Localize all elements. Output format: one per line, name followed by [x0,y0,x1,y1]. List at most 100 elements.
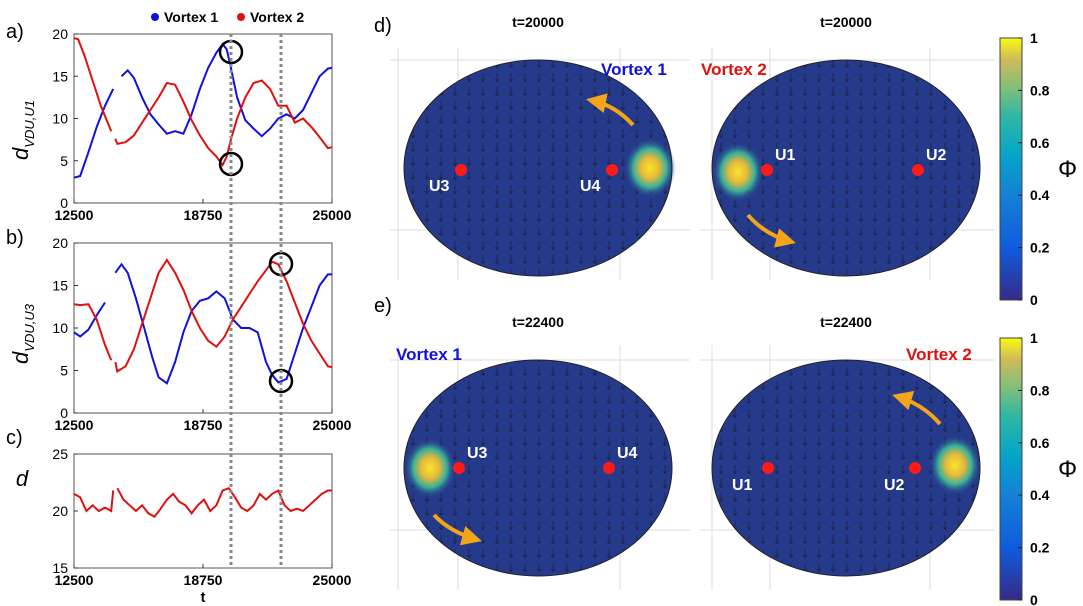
rotation-arrow [586,93,635,127]
legend-marker-vortex2 [237,13,245,21]
series-line [73,490,115,513]
vortex-hotspot [712,142,764,202]
y-tick-label: 20 [52,235,68,251]
y-tick-label: 10 [52,320,68,336]
y-tick-label: 15 [52,68,68,84]
vortex-label-left: Vortex 1 [601,60,667,79]
colorbar-tick-label: 0.6 [1030,435,1050,451]
colorbar-tick-label: 0.2 [1030,540,1050,556]
colorbar-tick-label: 0.8 [1030,382,1050,398]
vortex-hotspot [624,138,676,198]
x-tick-label: 12500 [55,572,94,588]
panel-e-tag: e) [374,295,392,317]
panel-b: b) dVDU,U3 0 5 10 15 20 12500 18750 25000 [6,227,352,433]
colorbar: 1 0.8 0.6 0.4 0.2 0 Φ [999,30,1077,308]
series-line [114,258,333,373]
panel-c-xlabel: t [201,589,206,606]
plot-frame [73,242,333,414]
colorbar-tick-label: 1 [1030,30,1038,46]
unit-marker [606,164,618,176]
panel-a-tag: a) [6,21,24,43]
colorbar-tick-label: 0 [1030,592,1038,606]
rotation-arrow [746,213,796,248]
unit-marker [761,164,773,176]
colorbar-tick-label: 0.4 [1030,487,1050,503]
series-line [73,88,115,179]
plot-b: 0 5 10 15 20 12500 18750 25000 [52,235,351,433]
panel-d: d) t=20000 t=20000 Vortex 1 Vortex 2 U3 [374,14,995,280]
x-tick-label: 25000 [313,207,352,223]
series-line [114,262,332,385]
unit-label: U1 [775,147,796,164]
flow-field-ellipse [711,359,981,577]
panel-d-right-title: t=20000 [820,14,872,30]
series-line [120,42,333,138]
vortex-hotspot [404,438,456,498]
y-tick-label: 25 [52,446,68,462]
unit-marker [912,164,924,176]
panel-c-ylabel: d [16,466,29,491]
legend-label-vortex2: Vortex 2 [250,9,304,25]
rotation-arrow [892,390,942,426]
vortex-hotspot [929,435,981,495]
y-tick-label: 20 [52,26,68,42]
series-line [114,79,333,167]
legend: Vortex 1 Vortex 2 [151,9,304,25]
rotation-arrow [432,513,482,546]
series-line [73,37,113,132]
panel-d-tag: d) [374,15,392,37]
x-tick-label: 25000 [313,572,352,588]
unit-marker [453,462,465,474]
unit-label: U1 [732,477,753,494]
colorbar-tick-label: 0.6 [1030,135,1050,151]
y-tick-label: 0 [60,195,68,211]
panel-e: e) t=22400 t=22400 Vortex 1 Vortex 2 U3 [374,295,995,590]
unit-marker [603,462,615,474]
flow-field-ellipse [711,59,981,277]
legend-marker-vortex1 [151,13,159,21]
x-tick-label: 12500 [55,207,94,223]
colorbar-tick-label: 0.8 [1030,82,1050,98]
x-tick-label: 12500 [55,417,94,433]
panel-b-tag: b) [6,227,24,249]
x-tick-label: 25000 [313,417,352,433]
unit-label: U2 [926,147,947,164]
colorbar-gradient [999,37,1023,301]
y-tick-label: 0 [60,405,68,421]
unit-label: U4 [617,445,638,462]
panel-e-left-title: t=22400 [512,314,564,330]
flow-field-ellipse [403,359,673,577]
panel-b-ylabel: dVDU,U3 [8,303,37,364]
plot-a: 0 5 10 15 20 12500 18750 25000 [52,26,351,223]
panel-d-left-title: t=20000 [512,14,564,30]
x-tick-label: 18750 [184,417,223,433]
y-tick-label: 5 [60,363,68,379]
y-tick-label: 10 [52,111,68,127]
panel-a: a) dVDU,U1 Vortex 1 Vortex 2 0 5 10 15 20 125… [6,9,352,223]
y-tick-label: 15 [52,560,68,576]
colorbar-tick-label: 1 [1030,330,1038,346]
x-tick-label: 18750 [184,572,223,588]
unit-marker [762,462,774,474]
colorbar-tick-label: 0.4 [1030,187,1050,203]
panel-e-right-title: t=22400 [820,314,872,330]
unit-label: U3 [467,445,488,462]
unit-marker [455,164,467,176]
unit-label: U3 [429,178,450,195]
colorbar-label: Φ [1058,456,1077,483]
colorbar-gradient [999,337,1023,601]
plot-c: 15 20 25 12500 18750 25000 [52,446,351,588]
vortex-label-left: Vortex 1 [396,345,462,364]
panel-c-tag: c) [6,427,23,449]
colorbar-label: Φ [1058,156,1077,183]
y-tick-label: 15 [52,278,68,294]
series-line [73,301,106,338]
y-tick-label: 5 [60,153,68,169]
y-tick-label: 20 [52,503,68,519]
vortex-label-right: Vortex 2 [906,345,972,364]
colorbar-tick-label: 0 [1030,292,1038,308]
x-tick-label: 18750 [184,207,223,223]
panel-c: c) d 15 20 25 12500 18750 25000 t [6,427,352,606]
unit-label: U2 [884,477,905,494]
